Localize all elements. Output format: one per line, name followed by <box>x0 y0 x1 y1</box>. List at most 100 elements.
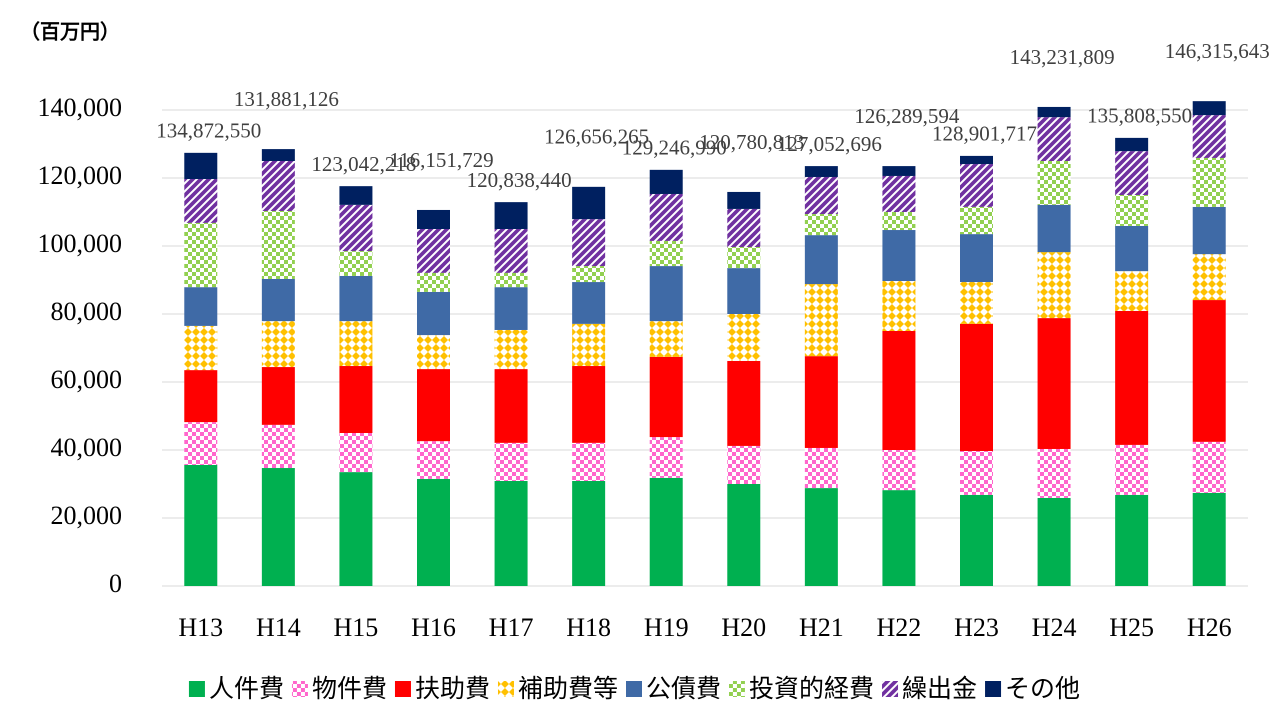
total-label: 123,042,218 <box>311 152 416 176</box>
bar-segment <box>417 229 450 273</box>
legend-label: 物件費 <box>312 674 387 703</box>
total-label: 128,901,717 <box>932 122 1037 146</box>
y-tick-label: 80,000 <box>51 297 123 326</box>
bar-segment <box>1192 206 1226 255</box>
total-label: 120,780,813 <box>699 130 804 154</box>
total-label: 134,872,550 <box>156 119 261 143</box>
y-tick-label: 60,000 <box>51 365 123 394</box>
bar-segment <box>1115 151 1149 195</box>
bar-segment <box>261 367 295 425</box>
y-tick-label: 100,000 <box>38 229 123 258</box>
bar-segment <box>960 164 993 207</box>
bar-segment <box>1115 137 1149 152</box>
bar-segment <box>727 360 761 446</box>
bar-segment <box>494 480 528 586</box>
bar-segment <box>1115 310 1149 445</box>
bar-segment <box>649 321 683 357</box>
x-tick-label: H21 <box>799 613 844 642</box>
legend-label: 公債費 <box>646 674 721 703</box>
bar-segment <box>572 323 606 367</box>
x-tick-label: H20 <box>721 613 766 642</box>
legend-label: 人件費 <box>209 674 284 703</box>
bar-segment <box>184 152 218 180</box>
bar-segment <box>960 323 993 452</box>
legend-label: 投資的経費 <box>749 674 874 703</box>
bar-segment <box>417 441 450 479</box>
legend-label: 繰出金 <box>902 674 977 703</box>
bar-segment <box>339 251 373 276</box>
total-label: 143,231,809 <box>1010 45 1115 69</box>
y-axis-unit: （百万円） <box>20 20 120 44</box>
bar-segment <box>494 442 528 481</box>
legend-swatch <box>188 681 205 697</box>
x-tick-label: H22 <box>877 613 922 642</box>
bar-segment <box>1192 254 1226 301</box>
x-tick-label: H25 <box>1109 613 1154 642</box>
x-tick-label: H16 <box>411 613 456 642</box>
bar-segment <box>184 287 218 326</box>
bar-segment <box>960 451 993 495</box>
legend-swatch <box>985 681 1002 697</box>
bar-segment <box>417 291 450 336</box>
bar-segment <box>1037 497 1071 586</box>
bar-segment <box>339 204 373 252</box>
bar-segment <box>1192 300 1226 442</box>
bar-segment <box>960 206 993 235</box>
bar-segment <box>494 202 528 229</box>
legend-swatch <box>291 681 308 697</box>
bar-segment <box>572 186 606 220</box>
bar-segment <box>1192 441 1226 493</box>
bar-segment <box>261 321 295 368</box>
total-label: 129,246,990 <box>622 136 727 160</box>
bar-segment <box>184 179 218 223</box>
y-tick-label: 20,000 <box>51 501 123 530</box>
bar-segment <box>960 155 993 165</box>
x-tick-label: H23 <box>954 613 999 642</box>
bar-segment <box>649 477 683 586</box>
bar-segment <box>960 494 993 586</box>
bar-segment <box>649 437 683 478</box>
bar-segment <box>1037 318 1071 449</box>
bar-segment <box>727 314 761 361</box>
bar-segment <box>572 366 606 443</box>
bar-segment <box>261 278 295 322</box>
bar-segment <box>261 468 295 586</box>
x-tick-label: H13 <box>178 613 223 642</box>
y-tick-label: 0 <box>109 569 122 598</box>
bar-segment <box>1115 195 1149 226</box>
total-label: 126,656,265 <box>544 125 649 149</box>
x-tick-label: H14 <box>256 613 301 642</box>
bar-segment <box>261 210 295 279</box>
x-tick-label: H19 <box>644 613 689 642</box>
x-tick-label: H24 <box>1032 613 1077 642</box>
bar-segment <box>804 356 838 448</box>
y-tick-label: 140,000 <box>38 93 123 122</box>
bar-segment <box>184 222 218 288</box>
bar-segment <box>494 287 528 330</box>
legend-swatch <box>729 681 746 697</box>
bar-segment <box>1192 115 1226 158</box>
y-tick-label: 40,000 <box>51 433 123 462</box>
bar-segment <box>1037 117 1071 161</box>
bar-segment <box>882 230 916 282</box>
bar-segment <box>572 282 606 324</box>
bar-segment <box>649 193 683 241</box>
legend: 人件費 物件費 扶助費 補助費等 公債費 投資的経費 繰出金 その他 <box>188 674 1080 703</box>
legend-swatch <box>497 681 514 697</box>
bar-segment <box>494 329 528 370</box>
y-tick-label: 120,000 <box>38 161 123 190</box>
bar-segment <box>417 272 450 292</box>
bar-segment <box>882 166 916 176</box>
bar-segment <box>417 335 450 370</box>
legend-swatch <box>882 681 899 697</box>
bar-segment <box>727 208 761 248</box>
legend-swatch <box>626 681 642 697</box>
bar-segment <box>882 331 916 450</box>
bar-segment <box>804 214 838 236</box>
bar-segment <box>1037 161 1071 205</box>
bar-segment <box>882 175 916 212</box>
bar-segment <box>804 166 838 177</box>
bar-segment <box>339 186 373 205</box>
bar-segment <box>572 480 606 586</box>
